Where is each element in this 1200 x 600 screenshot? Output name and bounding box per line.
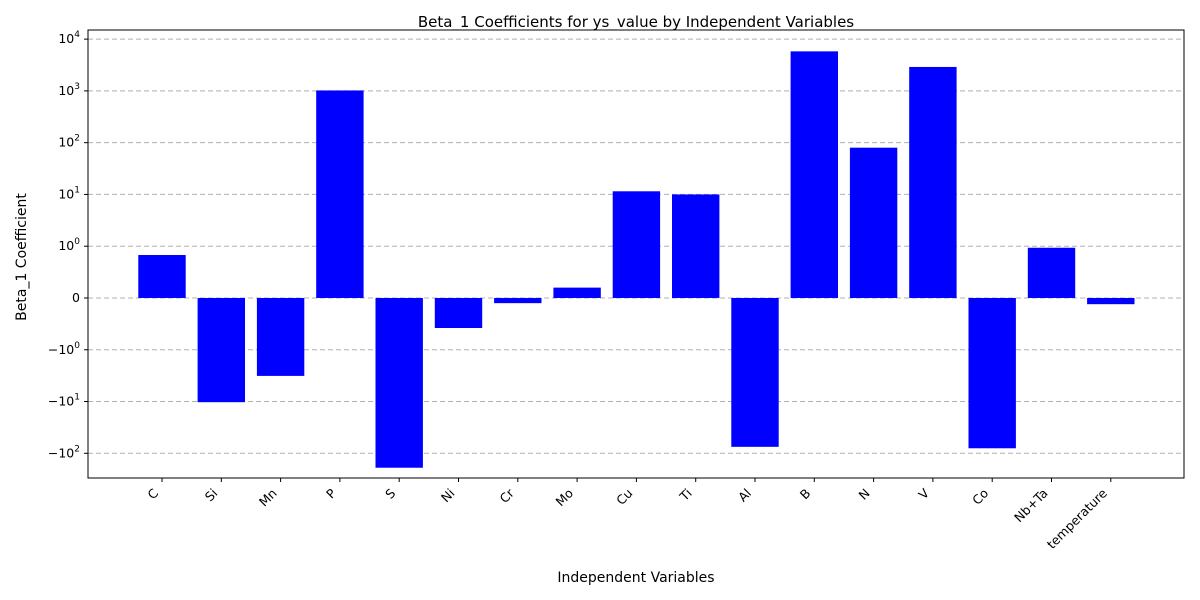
x-tick-label: temperature bbox=[1044, 485, 1110, 551]
bar-mn bbox=[256, 297, 305, 376]
x-tick-label: Al bbox=[735, 486, 754, 505]
bar-c bbox=[138, 255, 186, 298]
y-tick-label: −100 bbox=[48, 341, 80, 357]
x-tick-label: Mn bbox=[256, 486, 280, 510]
bar-al bbox=[731, 297, 779, 447]
x-tick-label: Cu bbox=[613, 486, 635, 508]
bar-nb-ta bbox=[1027, 247, 1076, 298]
x-tick-label: Cr bbox=[497, 485, 518, 506]
bar-temperature bbox=[1087, 297, 1135, 305]
y-tick-label: 100 bbox=[58, 237, 80, 253]
x-tick-label: C bbox=[144, 485, 161, 502]
y-tick-label: −102 bbox=[48, 444, 80, 460]
bar-co bbox=[968, 297, 1016, 449]
bar-ti bbox=[672, 194, 720, 298]
x-tick-label: P bbox=[323, 485, 339, 501]
x-tick-label: N bbox=[855, 486, 872, 503]
x-tick-label: Ni bbox=[438, 486, 458, 506]
bar-cr bbox=[494, 297, 542, 304]
x-tick-label: Nb+Ta bbox=[1011, 486, 1051, 526]
y-axis: 104 103 102 101 100 0 −100 −101 −102 bbox=[48, 30, 88, 460]
bar-si bbox=[197, 297, 245, 403]
x-tick-label: V bbox=[915, 485, 932, 502]
bar-b bbox=[790, 51, 838, 298]
bar-s bbox=[375, 297, 423, 468]
bar-cu bbox=[612, 191, 661, 298]
y-axis-label: Beta_1 Coefficient bbox=[14, 193, 30, 321]
bar-v bbox=[909, 66, 957, 298]
x-tick-label: Si bbox=[202, 486, 221, 505]
y-tick-label: 0 bbox=[72, 290, 80, 305]
chart-title: Beta_1 Coefficients for ys_value by Inde… bbox=[418, 13, 854, 32]
x-axis-label: Independent Variables bbox=[557, 570, 714, 586]
x-tick-label: Ti bbox=[676, 486, 695, 505]
bar-n bbox=[849, 147, 898, 298]
x-tick-label: S bbox=[382, 485, 398, 501]
y-tick-label: 102 bbox=[58, 134, 80, 150]
bar-layer bbox=[138, 51, 1135, 468]
y-tick-label: 101 bbox=[58, 185, 80, 201]
bar-p bbox=[316, 90, 364, 298]
y-tick-label: −101 bbox=[48, 393, 80, 409]
y-tick-label: 104 bbox=[58, 30, 80, 46]
bar-ni bbox=[434, 297, 483, 329]
x-tick-label: Mo bbox=[553, 486, 577, 510]
x-tick-label: B bbox=[797, 486, 814, 503]
y-tick-label: 103 bbox=[58, 82, 80, 98]
x-tick-label: Co bbox=[969, 486, 991, 508]
bar-mo bbox=[553, 287, 601, 298]
